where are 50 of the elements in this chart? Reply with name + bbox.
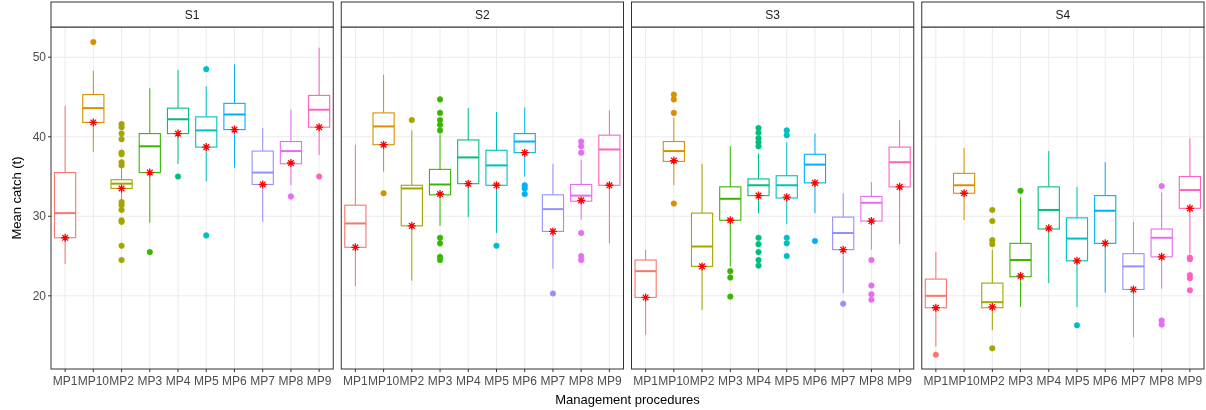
x-tick-label: MP7 xyxy=(1121,374,1147,388)
x-tick-label: MP2 xyxy=(979,374,1005,388)
x-tick-label: MP4 xyxy=(455,374,481,388)
x-tick-label: MP1 xyxy=(633,374,659,388)
x-tick-label: MP8 xyxy=(568,374,594,388)
x-tick-label: MP10 xyxy=(367,374,400,388)
x-tick-label: MP9 xyxy=(306,374,332,388)
x-tick-label: MP10 xyxy=(77,374,110,388)
x-tick-label: MP1 xyxy=(343,374,369,388)
x-tick-label: MP4 xyxy=(746,374,772,388)
x-tick-label: MP3 xyxy=(1008,374,1034,388)
x-tick-label: MP6 xyxy=(1092,374,1118,388)
x-tick-label: MP9 xyxy=(887,374,913,388)
x-tick-label: MP8 xyxy=(278,374,304,388)
x-tick-label: MP8 xyxy=(1149,374,1175,388)
y-tick-label: 30 xyxy=(32,209,47,224)
x-tick-label: MP7 xyxy=(830,374,856,388)
y-tick-label: 40 xyxy=(32,129,47,144)
chart-title: S2 xyxy=(475,8,491,22)
x-tick-label: MP9 xyxy=(597,374,623,388)
x-tick-label: MP8 xyxy=(859,374,885,388)
chart-title: S1 xyxy=(184,8,200,22)
x-tick-label: MP10 xyxy=(658,374,690,388)
x-tick-label: MP5 xyxy=(193,374,219,388)
x-tick-label: MP10 xyxy=(948,374,981,388)
y-tick-label: 50 xyxy=(32,50,47,65)
x-axis-title: Management procedures xyxy=(555,392,701,407)
x-tick-label: MP6 xyxy=(222,374,248,388)
x-tick-label: MP3 xyxy=(427,374,453,388)
x-tick-label: MP3 xyxy=(717,374,743,388)
x-tick-label: MP5 xyxy=(1064,374,1090,388)
x-tick-label: MP5 xyxy=(484,374,510,388)
x-tick-label: MP1 xyxy=(52,374,78,388)
x-tick-label: MP2 xyxy=(689,374,715,388)
y-tick-label: 20 xyxy=(32,288,47,303)
chart-title: S4 xyxy=(1055,8,1071,22)
x-tick-label: MP6 xyxy=(802,374,828,388)
x-tick-label: MP1 xyxy=(923,374,949,388)
x-tick-label: MP9 xyxy=(1177,374,1203,388)
x-tick-label: MP4 xyxy=(165,374,191,388)
y-axis-title: Mean catch (t) xyxy=(9,156,24,240)
chart-title: S3 xyxy=(765,8,781,22)
x-tick-label: MP2 xyxy=(399,374,425,388)
x-tick-label: MP6 xyxy=(512,374,538,388)
x-tick-label: MP7 xyxy=(250,374,276,388)
x-tick-label: MP7 xyxy=(540,374,566,388)
x-tick-label: MP5 xyxy=(774,374,800,388)
x-tick-label: MP3 xyxy=(137,374,163,388)
x-tick-label: MP2 xyxy=(109,374,135,388)
x-tick-label: MP4 xyxy=(1036,374,1062,388)
